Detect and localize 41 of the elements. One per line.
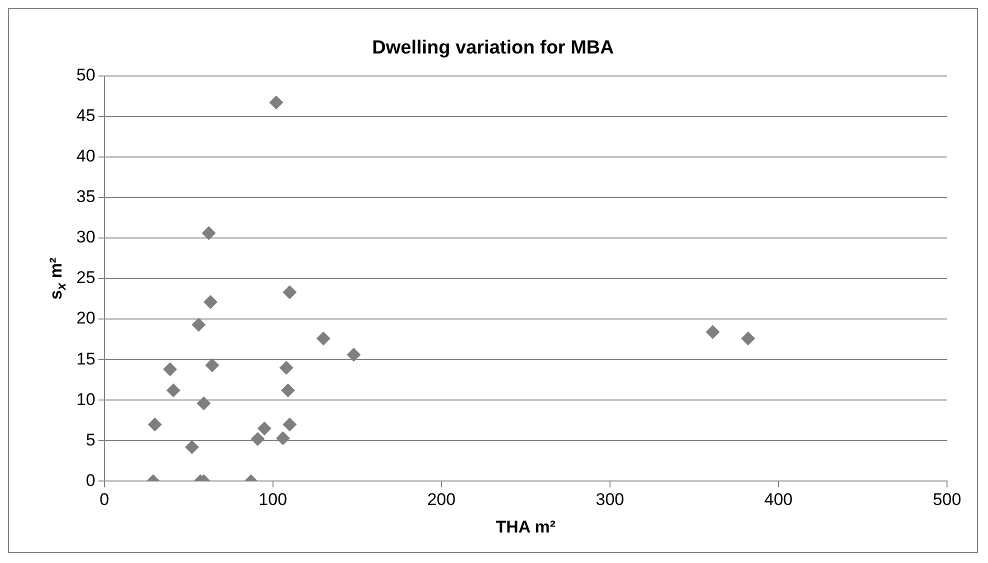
point (279, 360, 294, 375)
point (184, 440, 199, 454)
x-tick-label: 500 (932, 490, 962, 510)
chart-title: Dwelling variation for MBA (372, 38, 614, 59)
point (163, 362, 178, 376)
point (346, 348, 361, 362)
y-tick-label: 50 (76, 65, 96, 84)
point (192, 318, 206, 332)
point (281, 383, 296, 398)
point (166, 383, 180, 398)
point (148, 417, 162, 432)
x-tick-label: 400 (764, 490, 793, 510)
y-axis-title: sx m² (46, 257, 69, 300)
y-tick-label: 15 (76, 349, 96, 368)
point (282, 285, 297, 300)
point (203, 295, 218, 310)
point (282, 417, 297, 432)
point (205, 358, 220, 372)
x-axis-title: THA m² (496, 517, 556, 536)
x-tick-label: 300 (596, 490, 624, 510)
point (257, 422, 272, 436)
x-tick-label: 100 (258, 490, 288, 510)
y-tick-label: 40 (76, 146, 96, 166)
y-tick-label: 25 (76, 268, 96, 288)
y-tick-label: 0 (86, 470, 96, 490)
y-tick-label: 45 (76, 106, 96, 126)
point (269, 96, 284, 110)
point (276, 431, 290, 446)
x-tick-label: 0 (100, 490, 110, 510)
point (316, 332, 330, 346)
y-tick-label: 10 (76, 390, 96, 409)
y-tick-label: 30 (76, 228, 96, 247)
point (706, 325, 720, 340)
y-tick-label: 20 (76, 308, 96, 328)
y-tick-label: 35 (76, 187, 96, 206)
y-tick-label: 5 (86, 430, 96, 450)
point (250, 432, 265, 446)
point (202, 226, 216, 240)
point (196, 396, 211, 410)
x-tick-label: 200 (427, 490, 456, 510)
point (741, 332, 756, 346)
